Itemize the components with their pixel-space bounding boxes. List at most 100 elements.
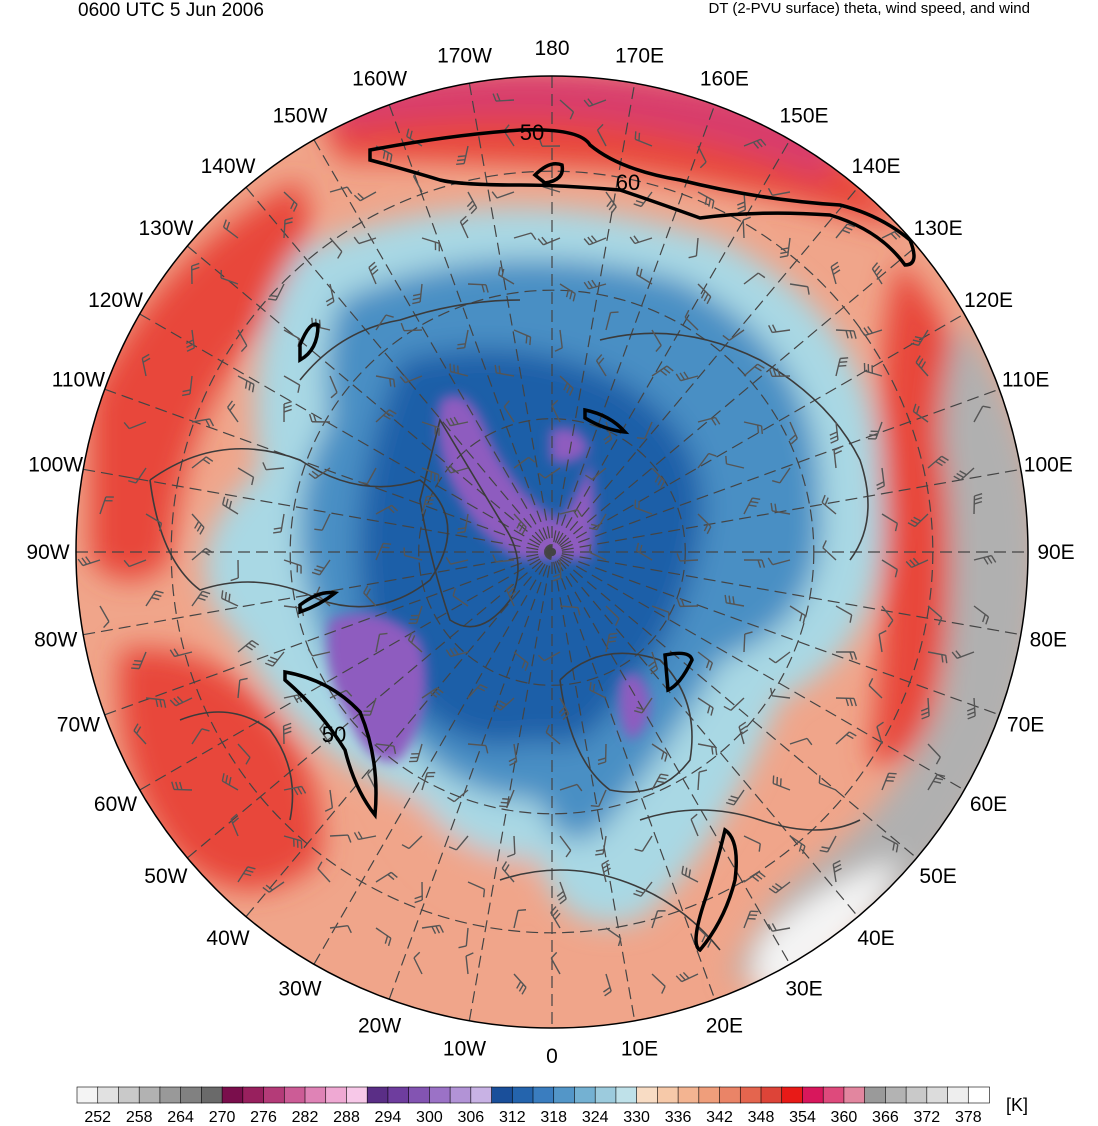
wind-barb [743, 559, 766, 568]
wind-barb [835, 731, 857, 745]
colorbar-tick-label: 288 [333, 1109, 360, 1126]
wind-barb [635, 266, 653, 285]
wind-barb [447, 789, 469, 803]
wind-barb [191, 513, 205, 535]
longitude-label: 170E [615, 45, 664, 68]
wind-barb [283, 559, 302, 574]
wind-barb [467, 743, 489, 754]
wind-barb [684, 309, 699, 331]
colorbar-tick-label: 354 [789, 1109, 816, 1126]
wind-barb [737, 191, 746, 214]
wind-barb [634, 131, 653, 147]
wind-barb [141, 353, 151, 377]
wind-barb [559, 99, 575, 120]
wind-barb [513, 513, 527, 535]
colorbar-tick-label: 276 [250, 1109, 277, 1126]
wind-barb [601, 859, 611, 883]
wind-barb [513, 456, 536, 469]
wind-barb [867, 421, 883, 440]
colorbar-cell [470, 1086, 493, 1104]
colorbar-cell [967, 1086, 990, 1104]
wind-barb [973, 605, 990, 625]
wind-barb [697, 769, 708, 791]
wind-barb [789, 283, 810, 295]
colorbar-tick-label: 300 [416, 1109, 443, 1126]
colorbar-cell [429, 1086, 451, 1104]
wind-barb [237, 375, 255, 393]
wind-barb [283, 400, 292, 423]
colorbar-cell [346, 1086, 368, 1104]
wind-barb [375, 504, 399, 515]
wind-barb [635, 542, 653, 561]
wind-barb [237, 639, 260, 653]
wind-barb [171, 781, 193, 791]
wind-barb [222, 496, 239, 515]
wind-barb [597, 743, 607, 765]
wind-barb [191, 728, 210, 745]
wind-barb [725, 789, 745, 806]
wind-barb [789, 737, 813, 746]
wind-barb [676, 598, 699, 608]
wind-barb [636, 421, 653, 440]
wind-barb [467, 283, 489, 293]
longitude-label: 50E [919, 865, 956, 888]
wind-barb [881, 772, 897, 791]
longitude-label: 20E [706, 1015, 743, 1038]
wind-barb [494, 364, 515, 377]
valid-time-title: 0600 UTC 5 Jun 2006 [78, 0, 264, 21]
wind-barb [859, 326, 883, 337]
wind-barb [829, 421, 839, 444]
wind-barb [697, 651, 714, 671]
wind-barb [414, 881, 423, 904]
wind-barb [871, 262, 883, 285]
contour-label-50-north: 50 [520, 120, 544, 145]
colorbar-cell [615, 1086, 638, 1104]
wind-barb [676, 553, 699, 562]
wind-barb [230, 813, 240, 837]
wind-barb [768, 368, 791, 377]
wind-barb [492, 93, 515, 102]
colorbar-cells [76, 1086, 990, 1104]
wind-barb [329, 186, 353, 195]
wind-barb [99, 605, 110, 629]
colorbar-unit: [K] [1006, 1095, 1029, 1115]
colorbar-cell [864, 1086, 887, 1104]
wind-barb [191, 418, 215, 428]
colorbar-cell [843, 1086, 866, 1104]
wind-barb [589, 682, 607, 699]
wind-barb [697, 452, 717, 469]
wind-barb [307, 648, 331, 657]
wind-barb [876, 467, 885, 490]
wind-barb [881, 605, 894, 628]
wind-barb [408, 605, 423, 624]
wind-barb [538, 138, 561, 147]
wind-barb [493, 697, 515, 711]
longitude-label: 10W [443, 1037, 486, 1060]
colorbar-cell [491, 1086, 514, 1104]
wind-barb [603, 421, 613, 445]
colorbar-cell [926, 1086, 949, 1104]
colorbar-cell [760, 1086, 783, 1104]
wind-barb [920, 697, 930, 720]
wind-barb [927, 455, 949, 469]
wind-barb [77, 556, 101, 567]
wind-barb [325, 283, 335, 307]
wind-barb [538, 467, 561, 479]
colorbar-cell [677, 1086, 700, 1104]
wind-barb [445, 464, 469, 474]
polar-map: 50 60 50 180 170E 160E 150E 140E 130E 120E 110E… [26, 37, 1074, 1068]
longitude-label: 70E [1007, 713, 1044, 736]
wind-barb [537, 236, 561, 246]
colorbar-tick-label: 348 [748, 1109, 775, 1126]
wind-barb [221, 590, 239, 607]
colorbar-tick-label: 294 [375, 1109, 402, 1126]
wind-barb [317, 861, 331, 883]
colorbar-cell [408, 1086, 431, 1104]
wind-barb [237, 467, 255, 486]
wind-barb [743, 421, 764, 434]
longitude-label: 110E [1002, 369, 1050, 392]
wind-barb [767, 923, 791, 932]
longitude-label: 100E [1024, 454, 1073, 477]
wind-barb [725, 455, 745, 469]
wind-barb [927, 743, 941, 765]
